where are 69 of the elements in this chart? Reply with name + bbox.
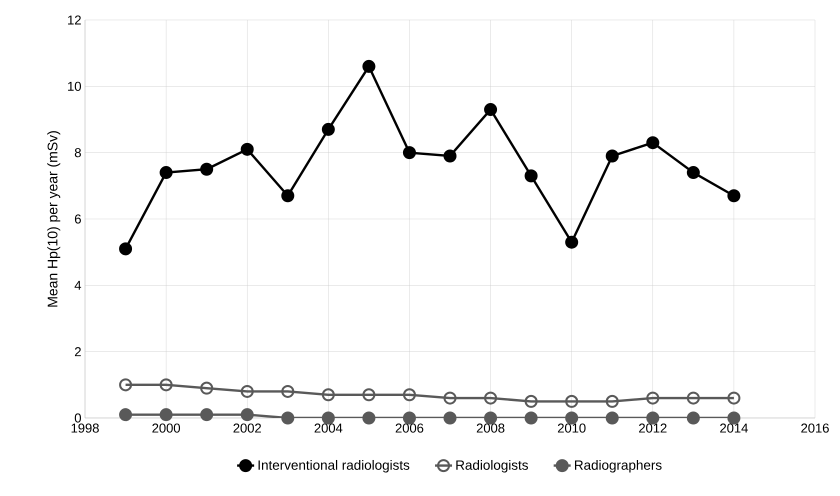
point: [119, 378, 132, 392]
point: [727, 189, 740, 202]
point: [727, 411, 740, 424]
point: [444, 411, 457, 424]
point: [322, 122, 335, 136]
point: [646, 411, 660, 424]
y-tick-label: 6: [74, 214, 81, 224]
y-tick-label: 2: [74, 347, 81, 356]
point: [484, 411, 498, 424]
point: [322, 411, 335, 424]
point: [240, 408, 254, 422]
point: [402, 146, 416, 160]
point: [240, 384, 254, 398]
point: [444, 149, 457, 162]
point: [281, 411, 294, 424]
point: [362, 411, 376, 424]
point: [565, 411, 578, 424]
point: [200, 162, 214, 176]
point: [402, 411, 416, 424]
point: [444, 392, 457, 405]
point: [160, 378, 173, 392]
point: [362, 388, 376, 402]
x-tick-label: 2010: [558, 424, 586, 433]
point: [524, 169, 538, 182]
point: [686, 411, 700, 424]
point: [565, 394, 578, 408]
point: [484, 103, 498, 116]
point: [119, 242, 132, 256]
x-tick-label: 2006: [396, 424, 424, 433]
legend-label: Radiologists: [456, 460, 528, 473]
y-tick-label: 10: [68, 82, 81, 91]
point: [119, 408, 132, 422]
point: [160, 166, 173, 180]
legend-label: Interventional radiologists: [258, 460, 410, 473]
x-tick-label: 2008: [476, 424, 504, 433]
point: [565, 236, 578, 249]
point: [362, 60, 376, 73]
point: [322, 388, 335, 402]
point: [686, 392, 700, 405]
point: [484, 392, 498, 405]
x-tick-label: 2004: [314, 424, 342, 433]
x-tick-label: 2002: [233, 424, 261, 433]
point: [524, 394, 538, 408]
point: [646, 136, 660, 150]
point: [606, 411, 619, 424]
point: [402, 388, 416, 402]
point: [200, 382, 214, 395]
point: [606, 394, 619, 408]
y-tick-label: 12: [68, 15, 81, 25]
point: [160, 408, 173, 422]
point: [727, 392, 740, 405]
point: [524, 411, 538, 424]
legend-label: Radiographers: [574, 460, 662, 473]
point: [606, 149, 619, 162]
point: [686, 166, 700, 180]
point: [281, 384, 294, 398]
x-tick-label: 2000: [152, 424, 180, 433]
x-tick-label: 2016: [801, 424, 829, 433]
point: [240, 142, 254, 156]
point: [200, 408, 214, 422]
x-tick-label: 1998: [72, 424, 99, 433]
x-tick-label: 2012: [639, 424, 667, 433]
y-tick-label: 0: [74, 413, 81, 423]
y-tick-label: 8: [74, 148, 81, 158]
point: [646, 392, 660, 405]
x-tick-label: 2014: [720, 424, 748, 433]
y-axis-title: Mean Hp(10) per year (mSv): [47, 131, 60, 307]
y-tick-label: 4: [74, 280, 82, 290]
point: [281, 189, 294, 202]
